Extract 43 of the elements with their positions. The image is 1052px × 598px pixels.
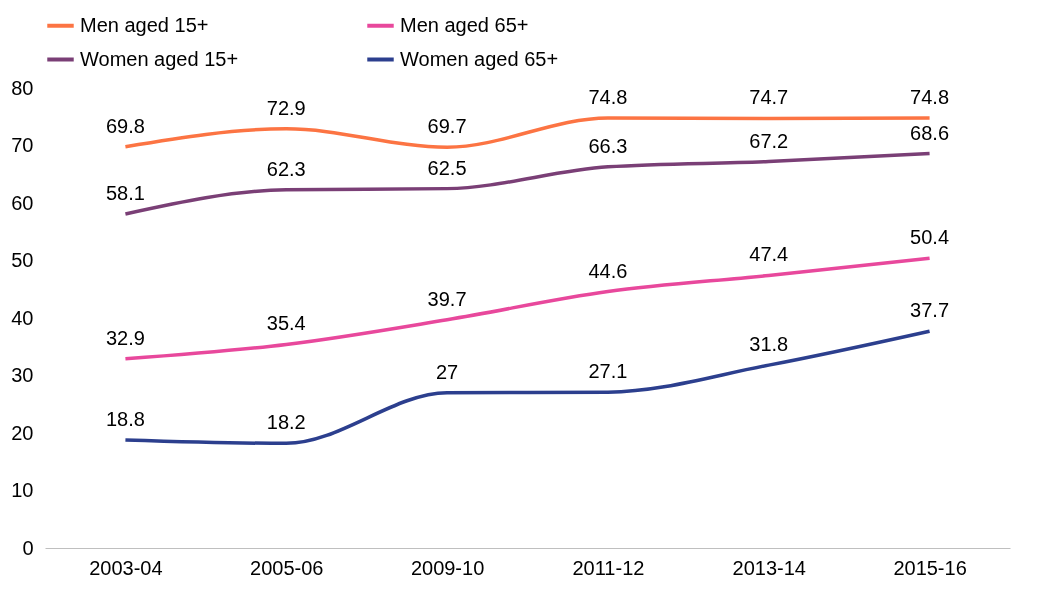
data-label: 67.2: [749, 129, 789, 152]
data-label: 69.7: [427, 115, 467, 138]
data-label: 68.6: [910, 121, 950, 144]
data-label: 66.3: [588, 134, 628, 157]
data-label: 35.4: [266, 312, 306, 335]
data-label: 37.7: [910, 299, 950, 322]
data-label: 18.2: [266, 411, 306, 434]
data-label: 39.7: [427, 287, 467, 310]
x-tick-label: 2005-06: [250, 556, 324, 579]
legend-label: Women aged 65+: [400, 47, 559, 70]
y-tick-label: 20: [11, 421, 34, 444]
data-label: 50.4: [910, 226, 950, 249]
legend-label: Men aged 15+: [80, 13, 209, 36]
y-tick-label: 0: [22, 536, 34, 559]
data-label: 69.8: [105, 114, 145, 137]
data-label: 44.6: [588, 259, 628, 282]
data-label: 74.8: [910, 85, 950, 108]
legend-label: Men aged 65+: [400, 13, 529, 36]
x-tick-label: 2003-04: [89, 556, 163, 579]
data-label: 62.5: [427, 156, 467, 179]
y-tick-label: 40: [11, 306, 34, 329]
y-tick-label: 50: [11, 249, 34, 271]
y-tick-label: 80: [11, 76, 34, 99]
data-label: 18.8: [105, 407, 145, 430]
data-label: 58.1: [105, 181, 145, 204]
data-label: 74.7: [749, 86, 789, 109]
y-tick-label: 30: [11, 364, 34, 386]
legend-label: Women aged 15+: [80, 47, 239, 70]
data-label: 27.1: [588, 360, 628, 383]
data-label: 62.3: [266, 157, 306, 180]
data-label: 72.9: [266, 96, 306, 119]
data-label: 27: [435, 360, 459, 383]
x-tick-label: 2011-12: [572, 556, 645, 579]
x-tick-label: 2009-10: [410, 556, 485, 579]
y-tick-label: 60: [11, 191, 34, 214]
data-label: 74.8: [588, 85, 628, 108]
data-label: 47.4: [749, 243, 789, 266]
y-tick-label: 70: [11, 134, 34, 156]
data-label: 31.8: [749, 333, 789, 356]
x-tick-label: 2013-14: [732, 556, 806, 579]
y-tick-label: 10: [11, 479, 34, 501]
x-tick-label: 2015-16: [893, 556, 967, 579]
data-label: 32.9: [105, 326, 145, 349]
